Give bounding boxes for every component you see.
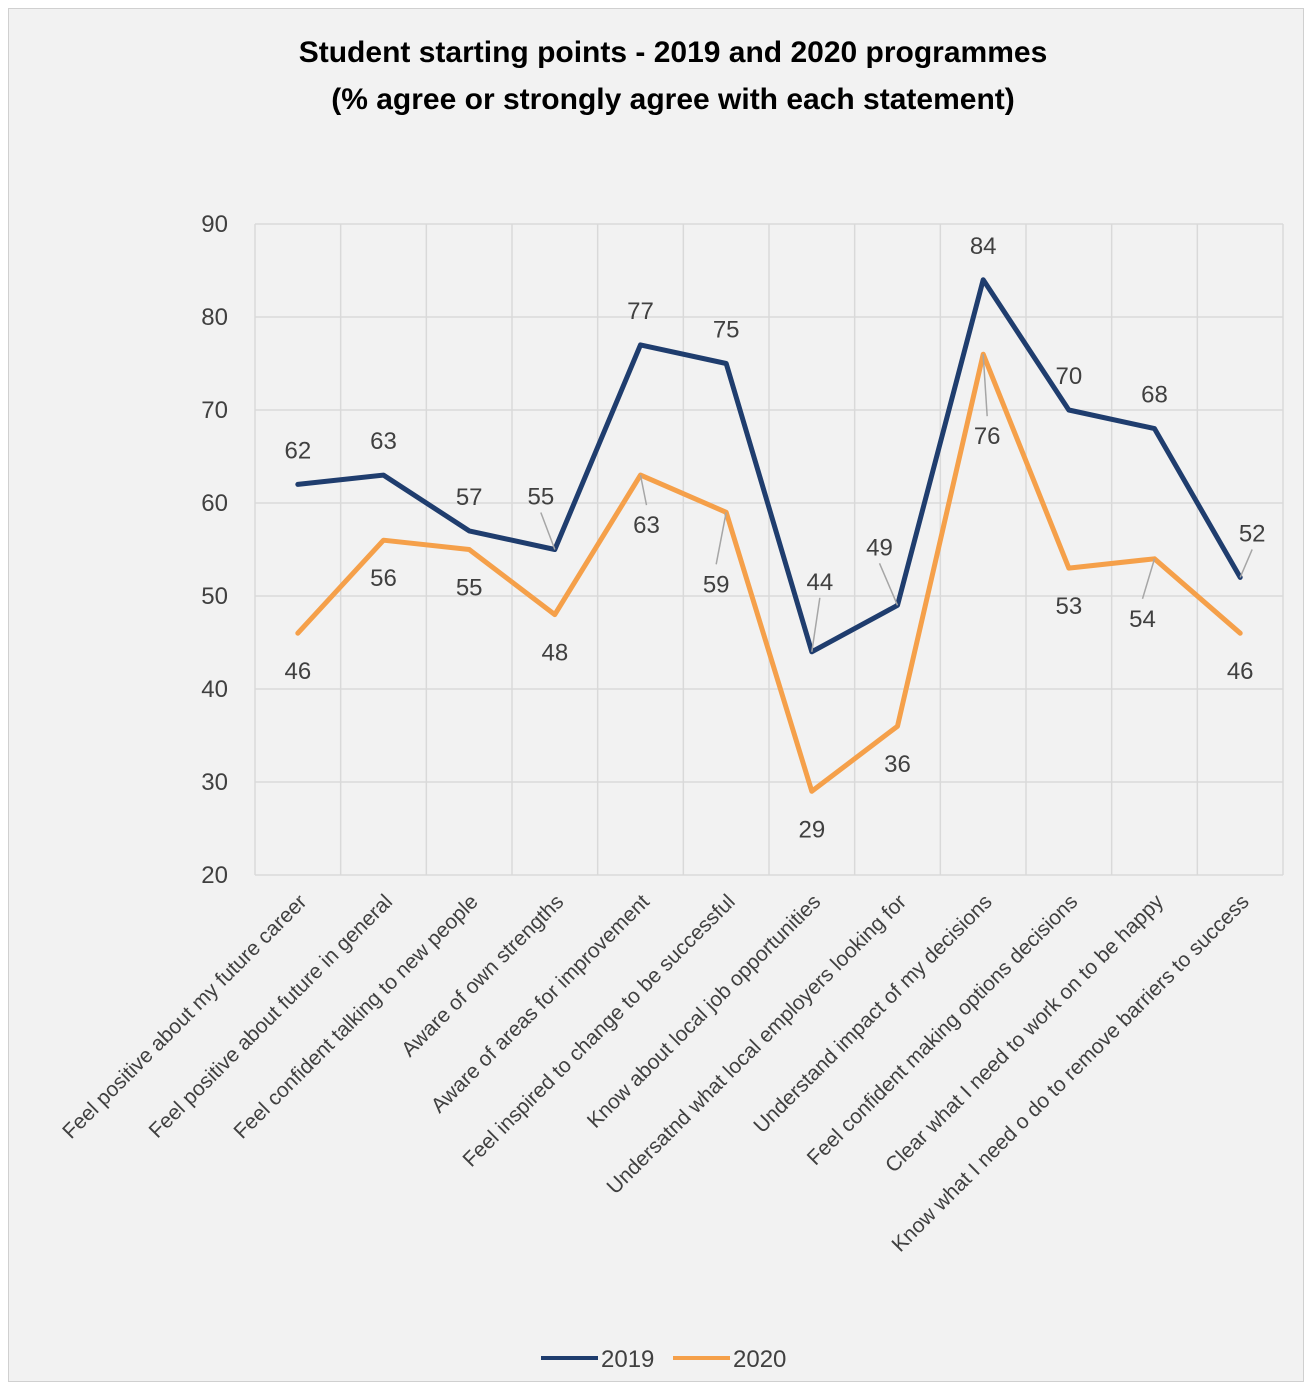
data-label-2019: 84 [970,233,997,260]
series-lines [295,277,1243,794]
data-label-2019: 75 [713,317,740,344]
data-label-2020: 48 [541,640,568,667]
y-tick-label: 70 [201,397,228,424]
data-label-2020: 46 [1227,658,1254,685]
data-label-2020: 76 [974,423,1001,450]
data-label-2019: 57 [456,484,483,511]
legend-label-2020: 2020 [733,1346,786,1373]
data-label-2020: 54 [1129,606,1156,633]
chart-title: Student starting points - 2019 and 2020 … [299,36,1048,69]
y-tick-label: 30 [201,769,228,796]
series-line-2019 [295,277,1243,655]
data-label-2019: 44 [806,569,833,596]
data-label-2019: 63 [370,428,397,455]
data-label-2020: 55 [456,575,483,602]
y-tick-label: 40 [201,676,228,703]
y-tick-label: 20 [201,862,228,889]
label-leader-line [811,597,821,652]
y-tick-label: 50 [201,583,228,610]
data-label-2019: 70 [1055,363,1082,390]
data-label-2019: 68 [1141,382,1168,409]
data-label-2019: 77 [627,298,654,325]
data-label-2019: 55 [527,484,554,511]
data-label-2020: 29 [798,816,825,843]
data-label-2020: 59 [703,571,730,598]
data-label-2020: 36 [884,751,911,778]
label-leader-line [639,474,648,506]
data-label-2020: 46 [284,658,311,685]
chart-subtitle: (% agree or strongly agree with each sta… [331,83,1015,116]
data-label-2020: 63 [633,512,660,539]
data-label-2020: 53 [1055,593,1082,620]
label-leader-line [878,563,899,606]
legend: 2019 2020 [541,1346,786,1373]
y-tick-label: 90 [201,211,228,238]
series-line-2020 [295,351,1243,794]
label-leader-line [715,512,727,565]
data-label-2019: 62 [284,437,311,464]
gridlines [254,223,1284,876]
x-category-label: Undersatnd what local employers looking … [603,890,911,1198]
label-leader-line [982,354,988,417]
data-label-2019: 52 [1239,520,1266,547]
data-label-2019: 49 [866,534,893,561]
chart-frame [8,8,1304,1382]
data-labels: 62 63 57 55 77 75 44 49 84 70 68 52 46 56 55 48 63 59 29 36… [284,233,1266,843]
label-leader-line [1239,549,1253,578]
label-leader-line [540,512,556,550]
x-category-label: Aware of own strengths [397,890,568,1061]
y-tick-label: 80 [201,304,228,331]
legend-label-2019: 2019 [601,1346,654,1373]
data-label-2020: 56 [370,565,397,592]
label-leader-line [1141,558,1156,600]
y-tick-label: 60 [201,490,228,517]
x-axis: Feel positive about my future careerFeel… [58,890,1253,1257]
y-axis: 20 30 40 50 60 70 80 90 [201,211,228,889]
